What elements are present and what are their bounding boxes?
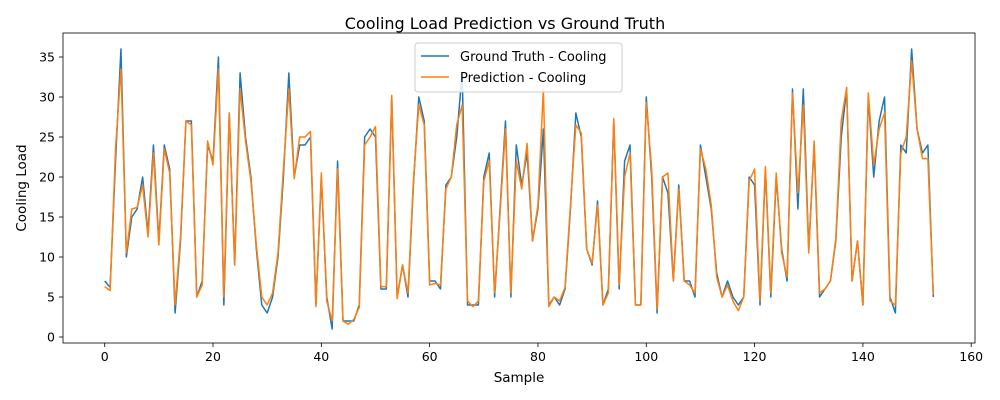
y-tick-label: 0 xyxy=(47,330,55,345)
y-tick-label: 20 xyxy=(39,170,55,185)
x-axis-label: Sample xyxy=(494,370,545,386)
x-tick-label: 120 xyxy=(743,349,767,364)
x-tick-label: 140 xyxy=(851,349,875,364)
series-layer xyxy=(104,48,935,330)
x-tick-label: 80 xyxy=(530,349,546,364)
x-tick-label: 100 xyxy=(634,349,658,364)
x-tick-label: 20 xyxy=(205,349,221,364)
chart-title: Cooling Load Prediction vs Ground Truth xyxy=(345,14,665,33)
legend-box xyxy=(414,42,623,93)
y-tick-label: 15 xyxy=(39,210,55,225)
y-axis-label: Cooling Load xyxy=(14,144,30,231)
plot-frame xyxy=(62,32,976,344)
y-axis: 0 5 10 15 20 25 30 35 xyxy=(39,50,63,345)
x-axis: 0 20 40 60 80 100 120 140 160 xyxy=(101,343,983,364)
legend: Ground Truth - Cooling Prediction - Cool… xyxy=(414,42,623,93)
legend-label-prediction: Prediction - Cooling xyxy=(460,71,586,86)
legend-label-ground-truth: Ground Truth - Cooling xyxy=(460,50,607,65)
y-tick-label: 10 xyxy=(39,250,55,265)
y-tick-label: 30 xyxy=(39,90,55,105)
x-tick-label: 160 xyxy=(959,349,983,364)
y-tick-label: 35 xyxy=(39,50,55,65)
x-tick-label: 40 xyxy=(313,349,329,364)
x-tick-label: 60 xyxy=(422,349,438,364)
y-tick-label: 25 xyxy=(39,130,55,145)
y-tick-label: 5 xyxy=(47,290,55,305)
series-line-prediction xyxy=(104,60,935,325)
x-tick-label: 0 xyxy=(101,349,109,364)
